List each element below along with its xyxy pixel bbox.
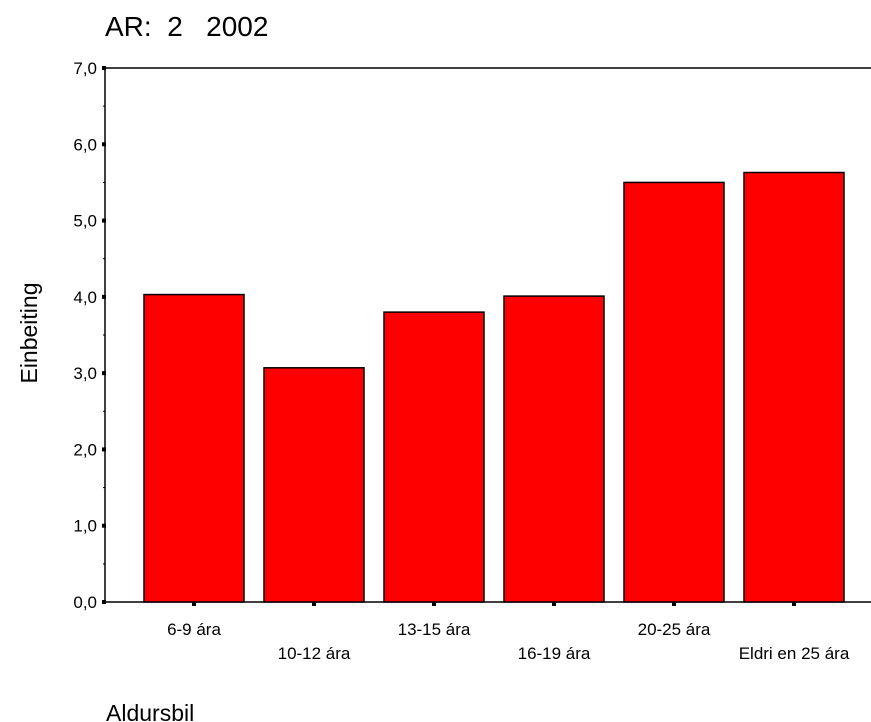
y-tick-major [102, 218, 106, 223]
x-tick [672, 602, 676, 606]
x-tick-label: 13-15 ára [398, 620, 471, 639]
x-tick-label: 10-12 ára [278, 644, 351, 663]
bar [623, 181, 725, 603]
bar [503, 295, 605, 603]
y-tick-label: 7,0 [73, 59, 97, 78]
y-tick-major [102, 294, 106, 299]
y-tick-label: 5,0 [73, 212, 97, 231]
x-tick-label: 20-25 ára [638, 620, 711, 639]
y-tick-label: 1,0 [73, 517, 97, 536]
x-tick [192, 602, 196, 606]
y-tick-label: 6,0 [73, 135, 97, 154]
x-tick [432, 602, 436, 606]
x-tick-label: 16-19 ára [518, 644, 591, 663]
bar [263, 367, 365, 603]
x-tick [552, 602, 556, 606]
y-tick-major [102, 142, 106, 147]
y-tick-major [102, 371, 106, 376]
y-tick-label: 0,0 [73, 593, 97, 612]
bar [743, 171, 845, 603]
bar [143, 293, 245, 603]
y-tick-label: 3,0 [73, 364, 97, 383]
x-tick [792, 602, 796, 606]
y-tick-major [102, 447, 106, 452]
y-tick-label: 2,0 [73, 440, 97, 459]
x-tick [312, 602, 316, 606]
y-axis-label: Einbeiting [16, 282, 42, 383]
plot-area: 0,0 1,0 2,0 3,0 4,0 5,0 6,0 7,0 6-9 ára 10-12 ára… [73, 59, 871, 663]
chart-title: AR: 2 2002 [105, 11, 268, 42]
y-tick-major [102, 523, 106, 528]
x-axis-label: Aldursbil [106, 700, 194, 722]
x-tick-label: 6-9 ára [167, 620, 221, 639]
y-tick-major [102, 600, 106, 604]
y-tick-major [102, 66, 106, 70]
y-tick-label: 4,0 [73, 288, 97, 307]
x-tick-label: Eldri en 25 ára [739, 644, 850, 663]
bar [383, 311, 485, 603]
